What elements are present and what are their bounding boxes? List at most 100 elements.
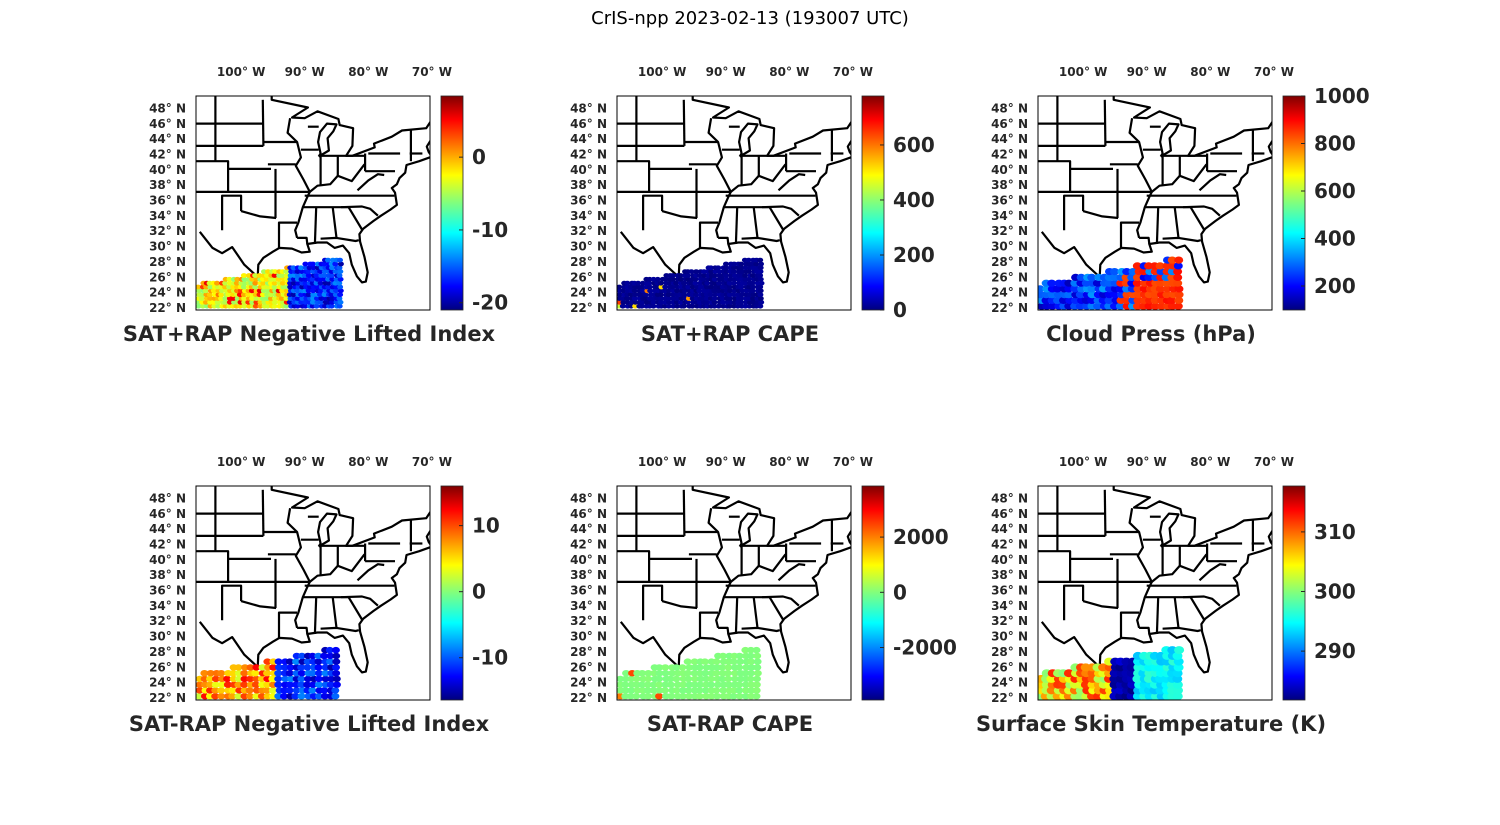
data-point xyxy=(329,299,336,305)
colorbar-tick-label: 300 xyxy=(1314,580,1356,604)
data-point xyxy=(680,303,687,309)
data-point xyxy=(735,681,744,688)
data-point xyxy=(325,257,331,263)
boundary-line xyxy=(1198,563,1227,582)
data-point xyxy=(735,664,744,671)
data-point xyxy=(333,288,340,294)
data-point xyxy=(272,269,279,274)
lon-tick-label: 80° W xyxy=(348,455,388,469)
map-frame xyxy=(1037,485,1273,701)
colorbar-tick-label: 600 xyxy=(1314,179,1356,203)
data-point xyxy=(260,292,266,298)
data-point xyxy=(757,257,764,263)
boundary-line xyxy=(261,489,265,536)
map-frame xyxy=(616,485,852,701)
lat-tick-label: 34° N xyxy=(570,209,607,223)
data-point xyxy=(627,284,634,290)
data-point xyxy=(673,280,680,286)
data-point xyxy=(666,681,675,688)
data-point xyxy=(1144,273,1154,281)
data-point xyxy=(1087,285,1097,293)
data-point xyxy=(646,296,653,301)
state-boundaries xyxy=(196,486,430,674)
lon-tick-label: 70° W xyxy=(1254,455,1294,469)
data-point xyxy=(196,693,203,700)
data-point xyxy=(1110,273,1120,281)
data-point xyxy=(249,299,256,305)
data-point xyxy=(672,675,681,683)
boundary-line xyxy=(682,99,686,146)
data-point xyxy=(305,269,312,274)
lat-tick-label: 48° N xyxy=(149,492,186,506)
lat-tick-label: 32° N xyxy=(149,224,186,238)
data-point xyxy=(291,693,300,700)
boundary-line xyxy=(1158,122,1180,158)
data-point xyxy=(297,693,306,700)
lon-tick-label: 70° W xyxy=(412,65,452,79)
data-point xyxy=(678,687,687,694)
boundary-line xyxy=(1139,236,1151,245)
boundary-line xyxy=(1173,207,1180,239)
boundary-line xyxy=(661,600,698,610)
data-point xyxy=(279,273,285,278)
lat-tick-label: 22° N xyxy=(570,691,607,705)
data-point xyxy=(731,261,738,267)
lat-tick-label: 24° N xyxy=(570,676,607,690)
data-point xyxy=(730,269,737,274)
data-point xyxy=(712,658,721,665)
data-point xyxy=(679,693,687,700)
data-point xyxy=(624,299,631,305)
observation-points xyxy=(196,646,341,700)
data-point xyxy=(210,288,217,294)
data-point xyxy=(337,288,344,294)
data-point xyxy=(757,269,764,274)
lat-tick-label: 24° N xyxy=(991,286,1028,300)
data-point xyxy=(1076,273,1086,281)
data-point xyxy=(246,693,254,700)
data-point xyxy=(297,675,306,683)
data-point xyxy=(753,658,762,665)
data-point xyxy=(688,269,695,274)
data-point xyxy=(1087,296,1097,304)
data-point xyxy=(237,288,244,294)
data-point xyxy=(271,273,278,278)
colorbar xyxy=(440,485,464,701)
data-point xyxy=(1173,273,1183,281)
panel-title: SAT-RAP CAPE xyxy=(647,712,813,736)
data-point xyxy=(271,284,278,290)
data-point xyxy=(308,687,317,694)
data-point xyxy=(1075,302,1085,310)
data-point xyxy=(218,296,225,301)
data-point xyxy=(305,292,312,298)
data-point xyxy=(234,664,243,671)
data-point xyxy=(309,681,318,688)
data-point xyxy=(1155,262,1165,270)
data-point xyxy=(223,675,232,683)
data-point xyxy=(702,664,711,671)
data-point xyxy=(696,288,703,294)
data-point xyxy=(719,296,726,301)
colorbar xyxy=(861,485,885,701)
data-point xyxy=(758,261,764,267)
data-point xyxy=(745,257,752,263)
data-point xyxy=(741,646,750,654)
data-point xyxy=(753,652,762,660)
data-point xyxy=(746,652,755,660)
data-point xyxy=(1162,291,1172,299)
data-point xyxy=(677,292,684,298)
lat-tick-label: 24° N xyxy=(149,286,186,300)
data-point xyxy=(298,269,305,274)
data-point xyxy=(305,273,312,278)
lat-tick-label: 38° N xyxy=(991,568,1028,582)
data-point xyxy=(701,687,710,694)
data-point xyxy=(670,288,677,294)
data-point xyxy=(727,276,734,282)
data-point xyxy=(217,693,226,700)
data-point xyxy=(1121,296,1131,304)
data-point xyxy=(736,658,745,665)
data-point xyxy=(320,693,329,700)
data-point xyxy=(753,675,761,683)
data-point xyxy=(249,296,256,301)
data-point xyxy=(713,693,722,700)
data-point xyxy=(292,687,301,694)
